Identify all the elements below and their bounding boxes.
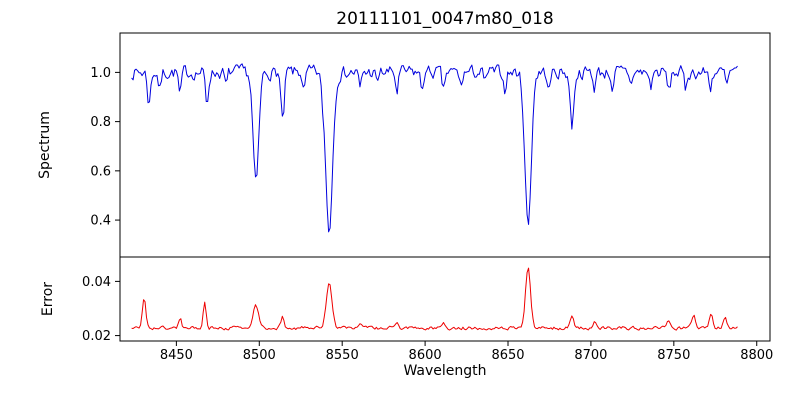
x-tick-label: 8550 bbox=[326, 348, 359, 363]
spectrum-y-tick-label: 0.4 bbox=[90, 213, 111, 228]
x-tick-label: 8750 bbox=[657, 348, 690, 363]
x-tick-label: 8600 bbox=[409, 348, 442, 363]
spectrum-frame bbox=[119, 32, 771, 258]
chart-title: 20111101_0047m80_018 bbox=[336, 9, 554, 29]
x-tick-label: 8800 bbox=[740, 348, 773, 363]
error-frame bbox=[119, 256, 771, 342]
error-y-tick-label: 0.02 bbox=[82, 329, 111, 344]
spectrum-y-tick-label: 0.8 bbox=[90, 115, 111, 130]
spectrum-y-tick-label: 0.6 bbox=[90, 164, 111, 179]
error-y-tick-label: 0.04 bbox=[82, 275, 111, 290]
x-tick-label: 8450 bbox=[160, 348, 193, 363]
x-tick-label: 8650 bbox=[491, 348, 524, 363]
spectrum-line bbox=[131, 63, 738, 233]
x-tick-label: 8700 bbox=[574, 348, 607, 363]
error-line bbox=[131, 267, 738, 331]
x-tick-label: 8500 bbox=[243, 348, 276, 363]
spectrum-y-tick-label: 1.0 bbox=[90, 66, 111, 81]
wavelength-axis-label: Wavelength bbox=[403, 363, 487, 379]
